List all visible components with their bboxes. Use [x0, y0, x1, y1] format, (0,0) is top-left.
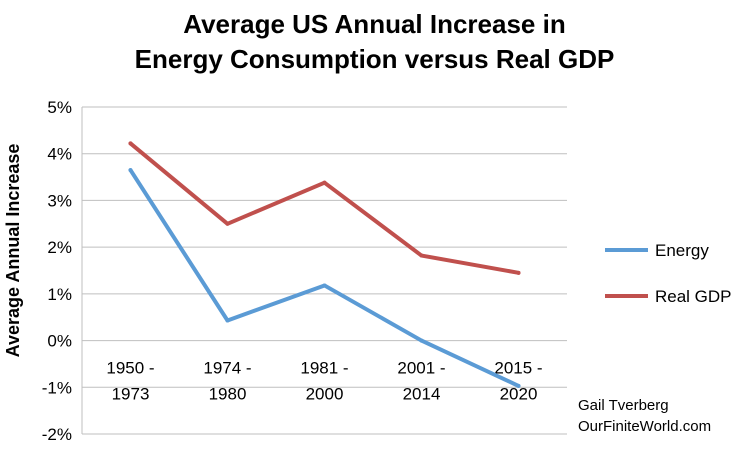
legend-label: Real GDP [655, 287, 732, 306]
chart-title-line-1: Average US Annual Increase in [183, 9, 566, 39]
data-point [225, 318, 230, 323]
y-tick-label: 0% [47, 332, 72, 351]
data-point [322, 180, 327, 185]
y-tick-label: 3% [47, 191, 72, 210]
x-tick-label: 2020 [500, 385, 538, 404]
data-point [225, 221, 230, 226]
y-tick-label: -2% [42, 425, 72, 444]
y-tick-label: -1% [42, 378, 72, 397]
y-axis-label: Average Annual Increase [3, 144, 23, 358]
legend-label: Energy [655, 241, 709, 260]
x-tick-label: 2000 [306, 385, 344, 404]
y-tick-label: 1% [47, 285, 72, 304]
data-point [419, 338, 424, 343]
x-tick-label: 2001 - [397, 359, 445, 378]
credit-website: OurFiniteWorld.com [578, 418, 712, 435]
series-line-real-gdp [128, 141, 521, 275]
x-tick-label: 1981 - [300, 359, 348, 378]
x-tick-label: 1980 [209, 385, 247, 404]
data-point [516, 270, 521, 275]
x-tick-label: 1974 - [203, 359, 251, 378]
data-point [128, 168, 133, 173]
y-tick-label: 5% [47, 98, 72, 117]
x-tick-label: 1973 [112, 385, 150, 404]
y-tick-label: 4% [47, 145, 72, 164]
data-point [516, 383, 521, 388]
y-tick-label: 2% [47, 238, 72, 257]
chart-title-line-2: Energy Consumption versus Real GDP [134, 44, 615, 74]
series-line-energy [128, 168, 521, 388]
data-point [322, 283, 327, 288]
x-tick-label: 1950 - [106, 359, 154, 378]
data-point [128, 141, 133, 146]
data-point [419, 253, 424, 258]
x-tick-label: 2014 [403, 385, 441, 404]
x-tick-label: 2015 - [494, 359, 542, 378]
credit-author: Gail Tverberg [578, 397, 669, 414]
